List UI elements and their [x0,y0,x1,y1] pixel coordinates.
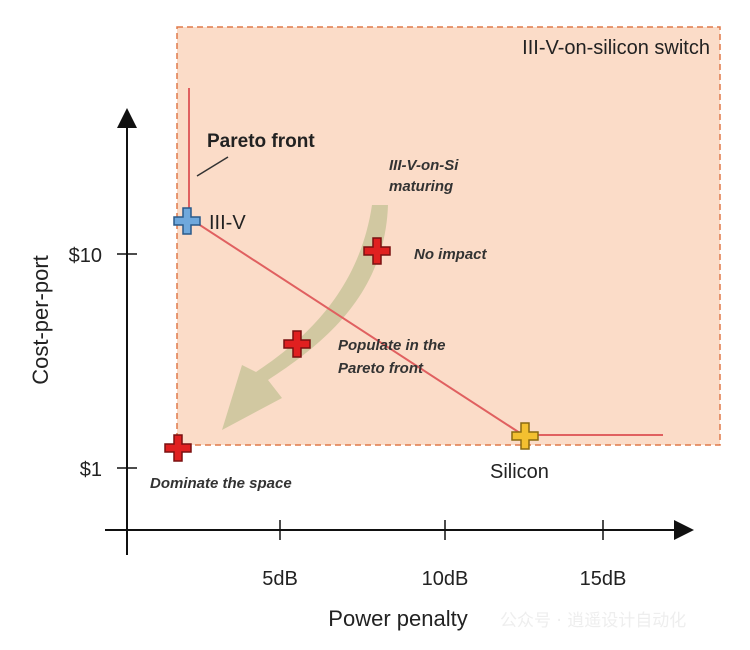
pareto-front-line [188,88,663,436]
no-impact-label: No impact [414,246,488,263]
iii-v-marker [173,207,201,235]
maturing-arrow [222,205,388,430]
maturing-label-line1: III-V-on-Si [389,157,459,174]
x-tick-label-5db: 5dB [262,568,298,590]
dominate-label: Dominate the space [150,475,292,492]
silicon-label: Silicon [490,461,549,483]
watermark: 公众号 · 逍遥设计自动化 [500,611,686,631]
populate-marker [283,330,311,358]
y-tick-label-10: $10 [69,245,102,267]
pareto-front-label: Pareto front [207,131,315,152]
x-tick-label-15db: 15dB [580,568,627,590]
y-tick-label-1: $1 [80,459,102,481]
region-title: III-V-on-silicon switch [522,37,710,59]
maturing-label-line2: maturing [389,178,453,195]
pareto-pointer [196,156,229,177]
silicon-marker [511,422,539,450]
populate-label-line2: Pareto front [338,360,424,377]
populate-label-line1: Populate in the [338,337,446,354]
x-tick-label-10db: 10dB [422,568,469,590]
no-impact-marker [363,237,391,265]
iii-v-label: III-V [209,212,246,234]
x-axis-label: Power penalty [328,606,467,631]
dominate-marker [164,434,192,462]
y-axis-label: Cost-per-port [28,255,53,385]
